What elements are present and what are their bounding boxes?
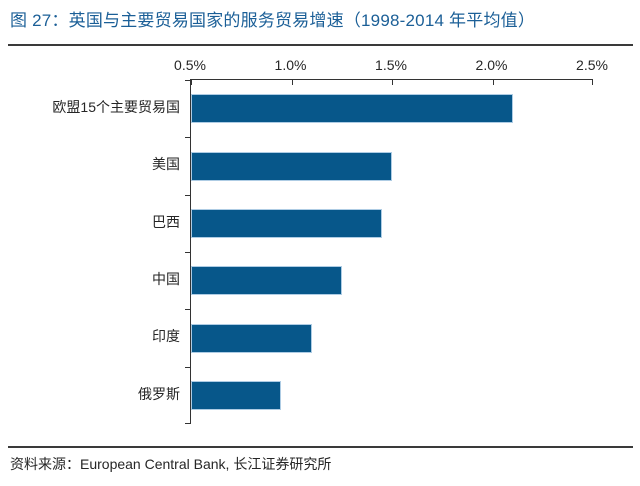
bar <box>191 323 312 353</box>
category-axis-tick <box>185 423 191 424</box>
value-axis-tick-label: 1.5% <box>375 57 407 73</box>
bar <box>191 380 282 410</box>
bar <box>191 208 382 238</box>
category-label: 欧盟15个主要贸易国 <box>52 99 180 115</box>
value-axis-tick <box>392 80 393 85</box>
figure-title: 图 27：英国与主要贸易国家的服务贸易增速（1998-2014 年平均值） <box>10 11 536 30</box>
plot-area <box>185 79 593 424</box>
value-axis-tick <box>291 80 293 85</box>
source-divider-line <box>8 446 633 448</box>
category-axis-tick <box>185 194 191 196</box>
category-axis-tick <box>185 366 191 368</box>
category-axis-tick <box>185 80 191 81</box>
category-axis-tick <box>185 137 191 139</box>
value-axis-tick-label: 2.0% <box>475 57 508 73</box>
title-divider-line <box>8 44 633 46</box>
category-label: 巴西 <box>152 213 180 230</box>
source-note: 资料来源：European Central Bank, 长江证券研究所 <box>10 456 332 472</box>
category-label: 中国 <box>152 271 180 287</box>
bar <box>191 94 513 124</box>
category-label: 印度 <box>152 328 180 345</box>
value-axis-tick <box>492 80 494 85</box>
category-axis-tick <box>185 309 191 311</box>
value-axis-tick-label: 0.5% <box>174 57 206 73</box>
category-axis-tick <box>185 252 191 253</box>
value-axis-tick <box>592 80 593 85</box>
value-axis-tick-label: 1.0% <box>274 57 307 73</box>
value-axis-tick <box>191 80 192 85</box>
category-label: 美国 <box>152 156 180 173</box>
bar <box>191 151 392 181</box>
category-label: 俄罗斯 <box>138 385 180 402</box>
bar <box>191 266 342 296</box>
value-axis-tick-label: 2.5% <box>576 57 608 73</box>
